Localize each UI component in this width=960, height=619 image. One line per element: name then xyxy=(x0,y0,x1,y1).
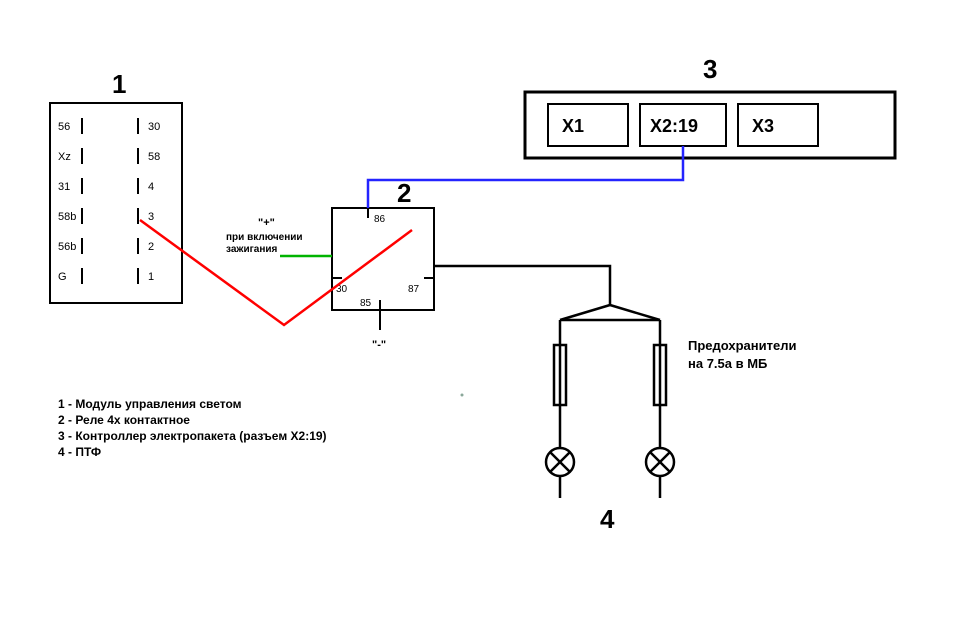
pin-label: 31 xyxy=(58,181,70,193)
pin-label: Xz xyxy=(58,151,71,163)
block1-box xyxy=(50,103,182,303)
svg-text:2 - Реле 4х контактное: 2 - Реле 4х контактное xyxy=(58,413,190,427)
svg-text:X3: X3 xyxy=(752,116,774,136)
pin-label: 2 xyxy=(148,241,154,253)
relay-pin87-label: 87 xyxy=(408,284,420,295)
svg-text:X2:19: X2:19 xyxy=(650,116,698,136)
relay-pin86-label: 86 xyxy=(374,214,386,225)
pin-label: 56 xyxy=(58,121,70,133)
relay-plus-label: "+" xyxy=(258,217,275,229)
relay-minus-label: "-" xyxy=(372,339,386,351)
block3-label: 3 xyxy=(703,54,717,84)
block4-label: 4 xyxy=(600,504,615,534)
wire-black xyxy=(434,266,674,498)
legend: 1 - Модуль управления светом 2 - Реле 4х… xyxy=(58,397,327,459)
pin-label: 56b xyxy=(58,241,76,253)
block1-left-pins: 56 Xz 31 58b 56b G xyxy=(58,118,82,284)
pin-label: 30 xyxy=(148,121,160,133)
fuse-note1: Предохранители xyxy=(688,338,796,353)
pin-label: 1 xyxy=(148,271,154,283)
block3-inner: X1 X2:19 X3 xyxy=(548,104,818,146)
svg-text:3 - Контроллер электропакета (: 3 - Контроллер электропакета (разъем X2:… xyxy=(58,429,327,443)
pin-label: 4 xyxy=(148,181,154,193)
stray-dot xyxy=(461,394,464,397)
fuse-note2: на 7.5а в МБ xyxy=(688,356,767,371)
block2-label: 2 xyxy=(397,178,411,208)
relay-pin85-label: 85 xyxy=(360,298,372,309)
pin-label: 58 xyxy=(148,151,160,163)
relay-plus-note2: зажигания xyxy=(226,244,278,255)
svg-text:1 - Модуль управления светом: 1 - Модуль управления светом xyxy=(58,397,242,411)
block1-label: 1 xyxy=(112,69,126,99)
pin-label: G xyxy=(58,271,67,283)
relay-plus-note1: при включении xyxy=(226,232,303,243)
block1-right-pins: 30 58 4 3 2 1 xyxy=(138,118,160,284)
svg-text:X1: X1 xyxy=(562,116,584,136)
svg-text:4 - ПТФ: 4 - ПТФ xyxy=(58,445,101,459)
pin-label: 3 xyxy=(148,211,154,223)
pin-label: 58b xyxy=(58,211,76,223)
